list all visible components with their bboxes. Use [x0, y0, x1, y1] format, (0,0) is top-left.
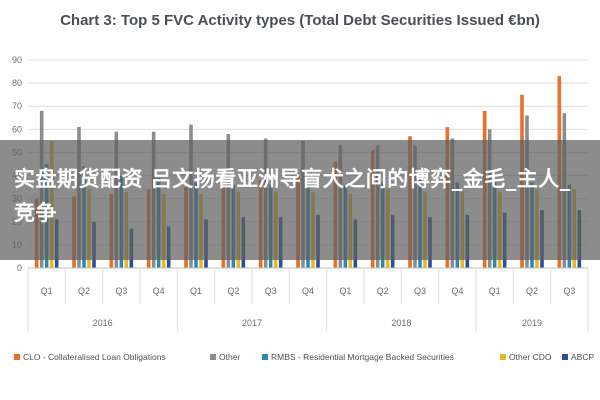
x-tick-label: Q1: [190, 286, 202, 296]
y-tick-label: 90: [12, 55, 22, 65]
legend: CLO - Collateralised Loan Obligations Oth…: [14, 352, 594, 362]
legend-label: ABCP: [571, 352, 594, 362]
legend-swatch: [562, 354, 568, 360]
legend-label: Other CDO: [509, 352, 552, 362]
x-tick-label: Q2: [377, 286, 389, 296]
legend-swatch: [14, 354, 20, 360]
y-tick-label: 70: [12, 101, 22, 111]
legend-swatch: [500, 354, 506, 360]
x-tick-label: Q2: [526, 286, 538, 296]
y-tick-label: 80: [12, 78, 22, 88]
legend-swatch: [210, 354, 216, 360]
x-tick-label: Q4: [302, 286, 314, 296]
x-tick-label: Q4: [451, 286, 463, 296]
x-tick-label: Q2: [227, 286, 239, 296]
chart-title: Chart 3: Top 5 FVC Activity types (Total…: [60, 12, 540, 29]
x-tick-label: Q1: [489, 286, 501, 296]
legend-label: CLO - Collateralised Loan Obligations: [23, 352, 166, 362]
year-label: 2019: [522, 318, 542, 328]
x-tick-label: Q3: [265, 286, 277, 296]
year-label: 2018: [391, 318, 411, 328]
overlay-caption: 实盘期货配资 吕文扬看亚洲导盲犬之间的博弈_金毛_主人_竞争: [14, 167, 571, 225]
y-tick-label: 0: [17, 263, 22, 273]
x-tick-label: Q3: [414, 286, 426, 296]
y-tick-label: 60: [12, 124, 22, 134]
x-tick-label: Q3: [563, 286, 575, 296]
overlay-banner: [0, 140, 600, 260]
x-axis-ticks: Q1 Q2 Q3 Q4 Q1 Q2 Q3 Q4 Q1 Q2 Q3 Q4 Q1 Q2 Q3 2016 2017 20…: [27, 267, 589, 332]
x-tick-label: Q2: [78, 286, 90, 296]
x-tick-label: Q3: [115, 286, 127, 296]
x-tick-label: Q1: [339, 286, 351, 296]
year-label: 2017: [242, 318, 262, 328]
year-label: 2016: [93, 318, 113, 328]
legend-label: Other: [219, 352, 240, 362]
x-tick-label: Q1: [41, 286, 53, 296]
legend-swatch: [262, 354, 268, 360]
x-tick-label: Q4: [153, 286, 165, 296]
legend-label: RMBS - Residential Mortgage Backed Secur…: [271, 352, 454, 362]
